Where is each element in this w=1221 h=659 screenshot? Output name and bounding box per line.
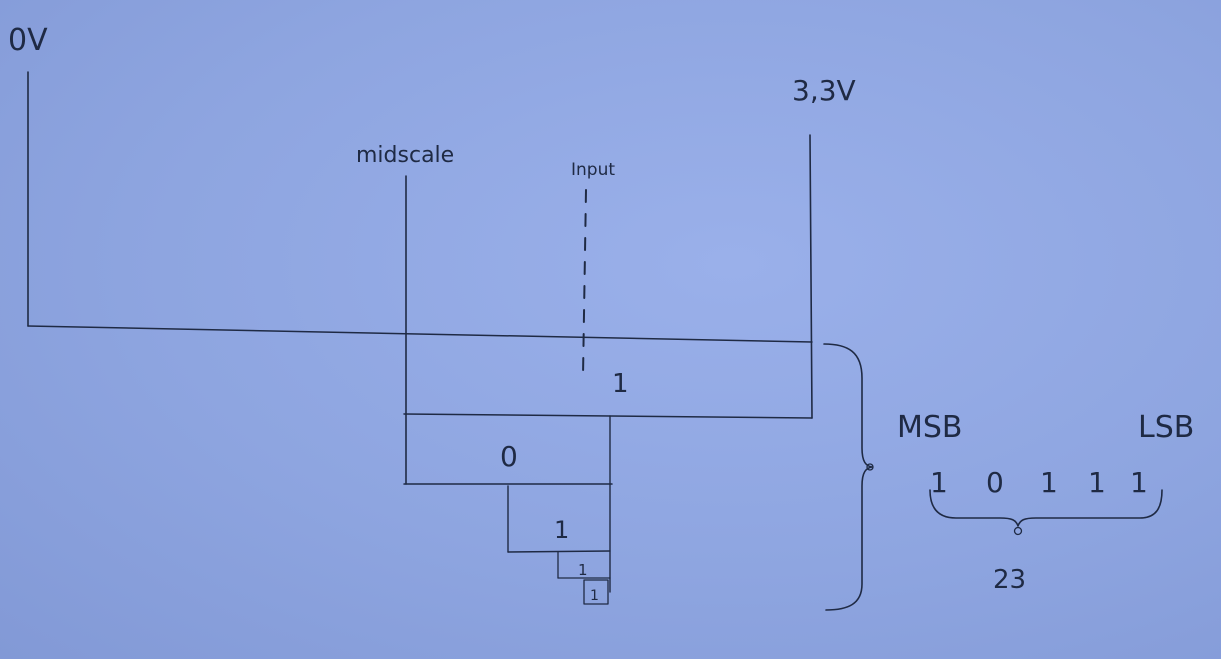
midscale-label: midscale — [356, 143, 454, 168]
large-brace-node — [866, 463, 874, 471]
lsb-label: LSB — [1138, 410, 1194, 445]
bit-box-3-value: 1 — [554, 516, 569, 544]
full-scale-volt-label: 3,3V — [792, 74, 856, 107]
bit-box-2-value: 0 — [500, 440, 518, 473]
baseline — [27, 325, 813, 343]
bit-sequence-1: 1 — [930, 466, 948, 499]
bit-sequence-3: 1 — [1040, 466, 1058, 499]
msb-label: MSB — [897, 410, 963, 445]
input-dashed-line — [582, 189, 587, 377]
bit-box-5-outline — [583, 579, 609, 605]
bit-box-3-bottom — [507, 550, 611, 553]
bit-box-1-value: 1 — [612, 369, 629, 399]
large-curly-brace — [823, 343, 873, 611]
zero-volt-label: 0V — [8, 23, 48, 58]
bit-sequence-4: 1 — [1088, 466, 1106, 499]
bit-box-5-value: 1 — [590, 588, 599, 604]
small-curly-brace — [929, 489, 1163, 527]
full-scale-line — [809, 134, 813, 419]
bit-sequence-5: 1 — [1130, 466, 1148, 499]
bit-box-4-value: 1 — [578, 561, 588, 579]
small-brace-node — [1013, 526, 1023, 536]
input-label: Input — [571, 160, 615, 180]
bit-sequence-2: 0 — [986, 466, 1004, 499]
bit-box-1-bottom — [403, 413, 813, 419]
decimal-result: 23 — [993, 565, 1026, 595]
